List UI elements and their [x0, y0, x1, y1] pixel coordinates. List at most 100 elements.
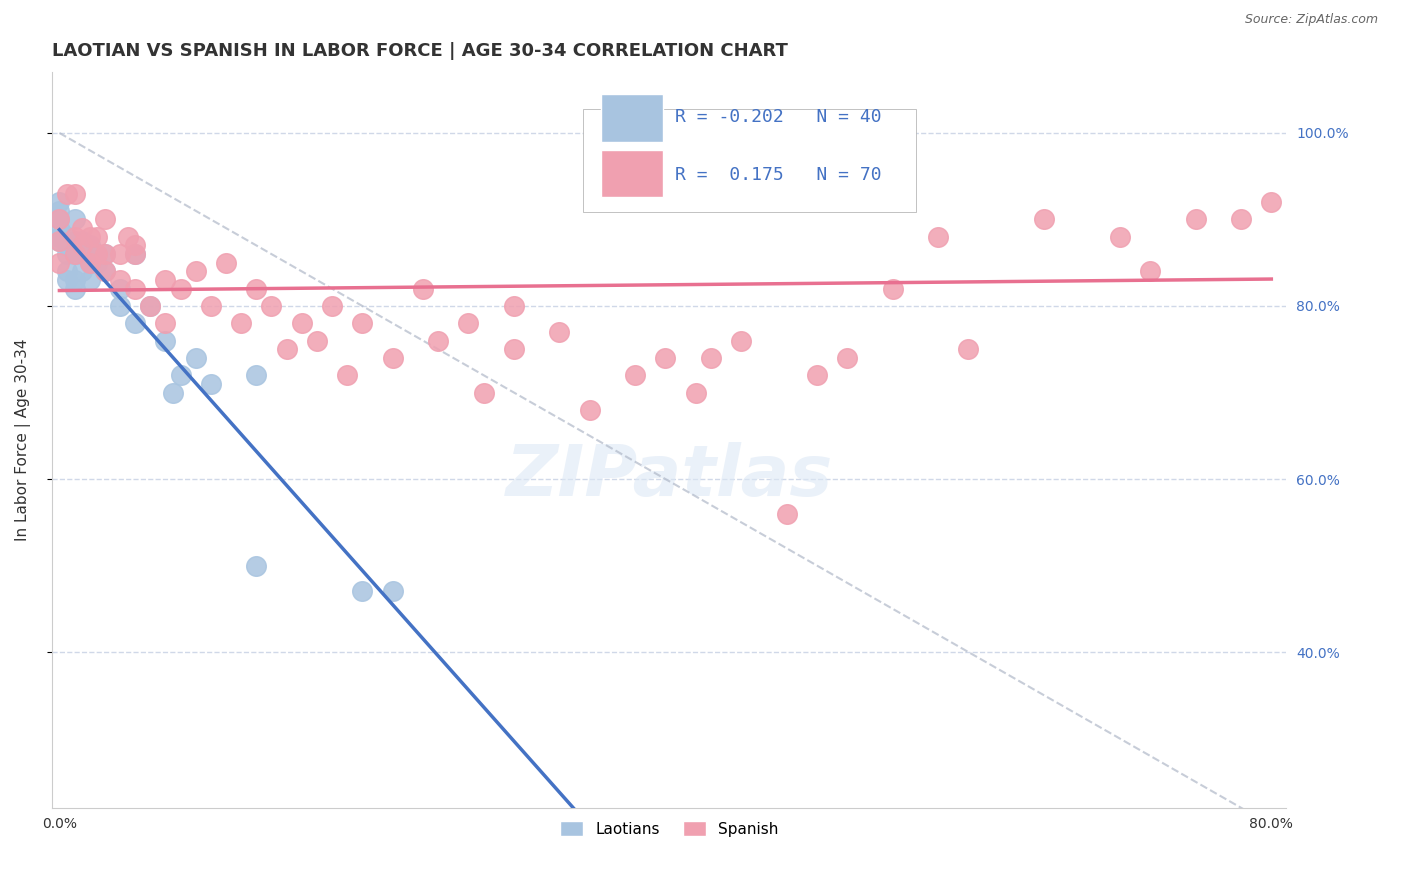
Point: [63, 212, 86, 227]
Point: [215, 256, 238, 270]
Point: [48, 212, 70, 227]
Point: [108, 282, 131, 296]
Point: [184, 351, 207, 365]
Point: [86, 229, 108, 244]
Point: [457, 316, 479, 330]
Point: [70, 234, 93, 248]
Point: [472, 385, 495, 400]
Point: [548, 325, 571, 339]
Point: [1291, 229, 1313, 244]
Point: [245, 282, 267, 296]
Point: [79, 256, 101, 270]
Point: [155, 334, 177, 348]
Point: [63, 247, 86, 261]
Point: [231, 316, 253, 330]
Point: [124, 247, 146, 261]
Point: [352, 316, 374, 330]
Point: [63, 273, 86, 287]
Point: [48, 195, 70, 210]
Point: [63, 234, 86, 248]
Point: [1033, 212, 1056, 227]
Point: [927, 229, 949, 244]
Point: [108, 247, 131, 261]
Legend: Laotians, Spanish: Laotians, Spanish: [553, 813, 786, 844]
Point: [336, 368, 359, 383]
Point: [245, 368, 267, 383]
Point: [139, 299, 162, 313]
Point: [412, 282, 434, 296]
Point: [79, 256, 101, 270]
FancyBboxPatch shape: [602, 150, 664, 197]
Point: [48, 212, 70, 227]
Point: [381, 351, 404, 365]
Point: [155, 273, 177, 287]
Point: [1108, 229, 1130, 244]
Point: [1381, 212, 1403, 227]
Text: R = -0.202   N = 40: R = -0.202 N = 40: [675, 108, 882, 126]
Point: [108, 273, 131, 287]
Point: [1230, 212, 1253, 227]
Point: [86, 247, 108, 261]
Point: [63, 247, 86, 261]
FancyBboxPatch shape: [582, 109, 917, 212]
Point: [321, 299, 343, 313]
Point: [63, 229, 86, 244]
Point: [381, 584, 404, 599]
Point: [108, 299, 131, 313]
Point: [124, 247, 146, 261]
Point: [245, 558, 267, 573]
Point: [957, 343, 980, 357]
Y-axis label: In Labor Force | Age 30-34: In Labor Force | Age 30-34: [15, 339, 31, 541]
Point: [139, 299, 162, 313]
Point: [1260, 195, 1282, 210]
Text: Source: ZipAtlas.com: Source: ZipAtlas.com: [1244, 13, 1378, 27]
Point: [63, 186, 86, 201]
Point: [700, 351, 723, 365]
Point: [882, 282, 904, 296]
Point: [124, 282, 146, 296]
Point: [806, 368, 828, 383]
Point: [578, 402, 600, 417]
Point: [70, 238, 93, 252]
Point: [56, 273, 79, 287]
Point: [94, 264, 117, 278]
Point: [48, 229, 70, 244]
Point: [169, 368, 191, 383]
Point: [775, 507, 797, 521]
Point: [56, 229, 79, 244]
Point: [200, 376, 222, 391]
Point: [276, 343, 298, 357]
Text: LAOTIAN VS SPANISH IN LABOR FORCE | AGE 30-34 CORRELATION CHART: LAOTIAN VS SPANISH IN LABOR FORCE | AGE …: [52, 42, 787, 60]
Point: [48, 234, 70, 248]
Point: [48, 256, 70, 270]
Point: [56, 247, 79, 261]
Point: [730, 334, 752, 348]
Point: [48, 203, 70, 218]
Point: [502, 343, 524, 357]
Point: [352, 584, 374, 599]
Point: [48, 234, 70, 248]
Point: [624, 368, 647, 383]
Point: [1336, 229, 1358, 244]
Point: [305, 334, 328, 348]
Point: [654, 351, 676, 365]
Point: [169, 282, 191, 296]
Point: [162, 385, 184, 400]
Point: [56, 238, 79, 252]
Point: [70, 247, 93, 261]
Text: ZIPatlas: ZIPatlas: [506, 442, 832, 511]
Point: [48, 221, 70, 235]
Point: [124, 316, 146, 330]
FancyBboxPatch shape: [602, 95, 664, 143]
Point: [79, 273, 101, 287]
Point: [63, 282, 86, 296]
Point: [56, 186, 79, 201]
Text: R =  0.175   N = 70: R = 0.175 N = 70: [675, 167, 882, 185]
Point: [79, 229, 101, 244]
Point: [184, 264, 207, 278]
Point: [837, 351, 859, 365]
Point: [94, 264, 117, 278]
Point: [56, 264, 79, 278]
Point: [260, 299, 283, 313]
Point: [124, 238, 146, 252]
